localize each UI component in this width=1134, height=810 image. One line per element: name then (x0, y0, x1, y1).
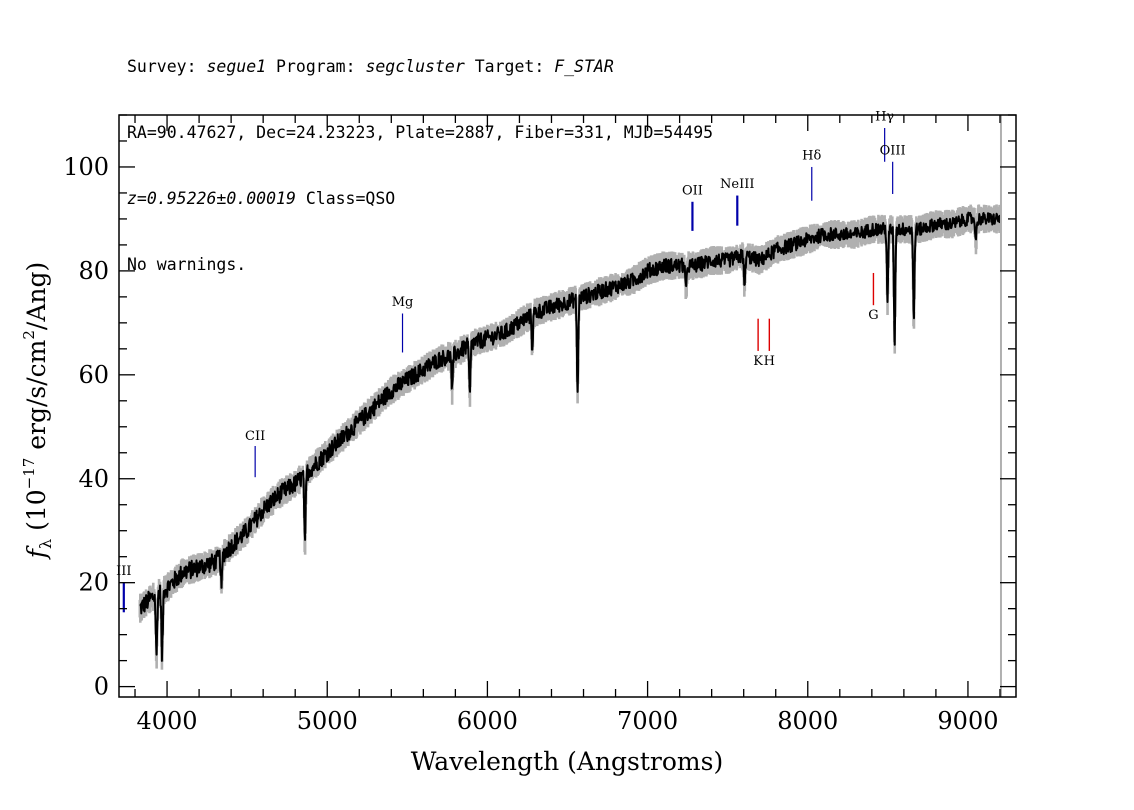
flux-series-line (139, 211, 1001, 662)
x-tick-label: 6000 (457, 707, 518, 735)
emission-line-label: Hγ (875, 110, 894, 125)
spectral-line-markers: CII Mg OII NeIII Hδ Hγ OIII III K H G (116, 110, 906, 613)
error-band-layer (138, 204, 1002, 670)
header-line-redshift: z=0.95226±0.00019 Class=QSO (127, 188, 713, 210)
emission-line-label: III (116, 564, 131, 579)
x-tick-label: 5000 (297, 707, 358, 735)
y-tick-label: 60 (78, 361, 109, 389)
target-value: F_STAR (554, 57, 614, 76)
y-tick-label: 100 (63, 153, 109, 181)
y-tick-labels: 0 20 40 60 80 100 (63, 153, 109, 701)
x-axis-title: Wavelength (Angstroms) (411, 747, 723, 776)
y-tick-label: 40 (78, 465, 109, 493)
redshift-value: z=0.95226±0.00019 (127, 189, 296, 208)
y-axis-title: fλ (10−17 erg/s/cm2/Ang) (20, 262, 55, 561)
y-axis-title-main: (10 (22, 489, 51, 539)
emission-line-label: NeIII (720, 177, 754, 192)
emission-line-label: CII (245, 429, 265, 444)
spectrum-header: Survey: segue1 Program: segcluster Targe… (127, 12, 713, 298)
emission-line-label: Hδ (802, 149, 821, 164)
survey-value: segue1 (206, 57, 267, 76)
x-tick-label: 8000 (777, 707, 838, 735)
y-axis-title-exp1: −17 (20, 458, 38, 490)
absorption-line-label: H (764, 354, 775, 369)
plot-frame (118, 114, 1017, 698)
flux-layer (139, 211, 1001, 662)
y-tick-label: 20 (78, 569, 109, 597)
y-axis-title-mid: erg/s/cm (22, 339, 51, 457)
survey-label: Survey: (127, 57, 207, 76)
target-label: Target: (464, 57, 555, 76)
y-axis-title-f: f (22, 545, 51, 560)
emission-line-label: Mg (392, 295, 414, 310)
absorption-line-label: G (868, 308, 878, 323)
y-tick-label: 80 (78, 257, 109, 285)
x-tick-label: 7000 (617, 707, 678, 735)
absorption-line-label: K (753, 354, 763, 369)
axis-ticks (119, 114, 1016, 697)
class-value: Class=QSO (295, 189, 396, 208)
x-tick-label: 9000 (937, 707, 998, 735)
emission-line-label: OIII (880, 143, 906, 158)
x-tick-labels: 4000 5000 6000 7000 8000 9000 (137, 707, 999, 735)
header-line-survey: Survey: segue1 Program: segcluster Targe… (127, 56, 713, 78)
y-axis-title-end: /Ang) (22, 262, 51, 330)
header-line-warnings: No warnings. (127, 255, 247, 274)
program-value: segcluster (365, 57, 465, 76)
y-axis-title-exp2: 2 (20, 330, 38, 340)
x-tick-label: 4000 (137, 707, 198, 735)
y-axis-title-sub: λ (36, 539, 55, 549)
emission-line-label: OII (682, 184, 703, 199)
y-tick-label: 0 (94, 673, 109, 701)
header-line-coordinates: RA=90.47627, Dec=24.23223, Plate=2887, F… (127, 123, 714, 142)
program-label: Program: (266, 57, 366, 76)
